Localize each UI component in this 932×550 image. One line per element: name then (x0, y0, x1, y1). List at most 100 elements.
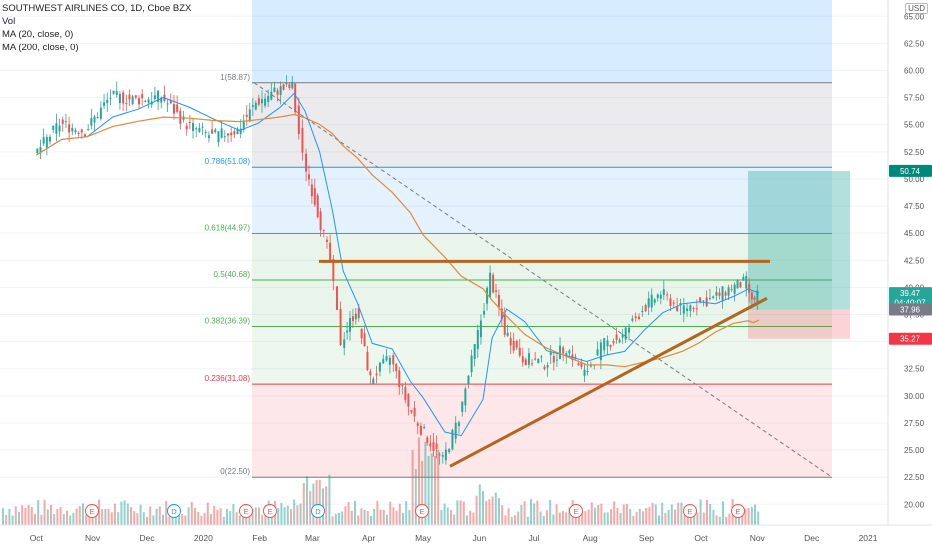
volume-bar (699, 499, 702, 525)
price-tick: 27.50 (904, 419, 925, 428)
volume-bar (709, 503, 712, 525)
price-badge (889, 164, 932, 177)
candle-body (273, 87, 276, 93)
volume-bar (677, 502, 680, 525)
candle-body (242, 121, 245, 130)
candle-body (93, 116, 96, 123)
candle-body (83, 134, 86, 137)
legend-symbol[interactable]: SOUTHWEST AIRLINES CO, 1D, Cboe BZX (2, 3, 192, 14)
candle-body (549, 352, 552, 356)
volume-bar (392, 507, 395, 525)
volume-bar (293, 499, 296, 525)
candle-body (638, 316, 641, 320)
candle-body (512, 340, 515, 351)
price-tick: 25.00 (904, 446, 925, 455)
volume-bar (750, 506, 753, 525)
volume-bar (162, 514, 164, 525)
event-marker-label: E (243, 507, 248, 516)
volume-bar (216, 509, 219, 525)
volume-bar (629, 508, 632, 525)
volume-bar (120, 501, 123, 525)
volume-bar (747, 508, 750, 525)
volume-bar (290, 509, 292, 525)
volume-bar (507, 508, 510, 525)
volume-bar (456, 500, 459, 525)
candle-body (454, 422, 457, 439)
volume-bar (85, 514, 88, 525)
volume-bar (210, 514, 212, 525)
volume-bar (536, 500, 539, 525)
candle-body (325, 239, 328, 242)
volume-bar (197, 511, 200, 525)
candle-body (267, 95, 270, 103)
candle-body (204, 132, 207, 134)
fib-label: 1(58.87) (220, 73, 250, 82)
volume-bar (341, 511, 344, 525)
candle-body (527, 353, 530, 365)
volume-bar (338, 512, 340, 525)
volume-bar (533, 503, 536, 525)
candle-body (672, 302, 675, 304)
volume-bar (475, 495, 478, 525)
volume-bar (517, 511, 520, 525)
candle-body (423, 426, 426, 429)
volume-bar (610, 509, 612, 525)
volume-bar (59, 507, 62, 525)
candle-body (125, 102, 128, 104)
candle-body (692, 307, 695, 310)
candle-body (254, 102, 257, 110)
volume-bar (661, 502, 664, 525)
candle-body (301, 128, 304, 153)
volume-bar (501, 505, 504, 525)
legend-vol[interactable]: Vol (2, 16, 16, 27)
candle-body (346, 330, 349, 333)
legend-ma20[interactable]: MA (20, close, 0) (2, 29, 74, 40)
candles (36, 75, 759, 465)
volume-bar (370, 515, 372, 525)
volume-bar (78, 506, 81, 525)
volume-bar (245, 513, 248, 525)
price-tick: 42.50 (904, 256, 925, 265)
volume-bar (126, 503, 129, 525)
candle-body (686, 308, 689, 311)
support-trendline (449, 296, 768, 468)
volume-bar (619, 512, 622, 525)
candle-body (689, 305, 692, 311)
volume-bar (459, 500, 462, 525)
volume-bar (283, 507, 286, 525)
volume-bar (744, 508, 747, 525)
candle-body (118, 94, 121, 104)
volume-bar (40, 514, 43, 525)
candle-body (257, 98, 260, 105)
volume-bar (434, 456, 436, 525)
candle-body (122, 92, 125, 104)
candle-body (87, 129, 90, 131)
event-marker-circle (239, 504, 253, 518)
currency-badge[interactable]: USD (905, 3, 928, 14)
time-tick: May (415, 533, 432, 543)
volume-bar (360, 508, 363, 525)
fib-label: 0.786(51.08) (205, 157, 251, 166)
volume-bar (706, 499, 708, 525)
volume-bar (664, 512, 667, 525)
candle-body (128, 94, 131, 100)
time-tick: Oct (694, 533, 708, 543)
candle-body (736, 279, 739, 289)
candle-body (659, 294, 662, 299)
volume-bar (248, 516, 251, 525)
candle-body (699, 297, 702, 303)
candle-body (580, 362, 583, 367)
volume-bar (34, 513, 36, 525)
candle-body (378, 362, 381, 372)
candle-body (479, 320, 482, 338)
legend-ma200[interactable]: MA (200, close, 0) (2, 42, 79, 53)
price-tick: 50.00 (904, 175, 925, 184)
volume-bar (581, 511, 584, 525)
volume-bar (200, 515, 203, 525)
candle-body (666, 294, 669, 296)
volume-bar (101, 509, 104, 525)
price-tick: 45.00 (904, 229, 925, 238)
candle-body (103, 102, 106, 106)
event-marker: D (311, 504, 325, 518)
